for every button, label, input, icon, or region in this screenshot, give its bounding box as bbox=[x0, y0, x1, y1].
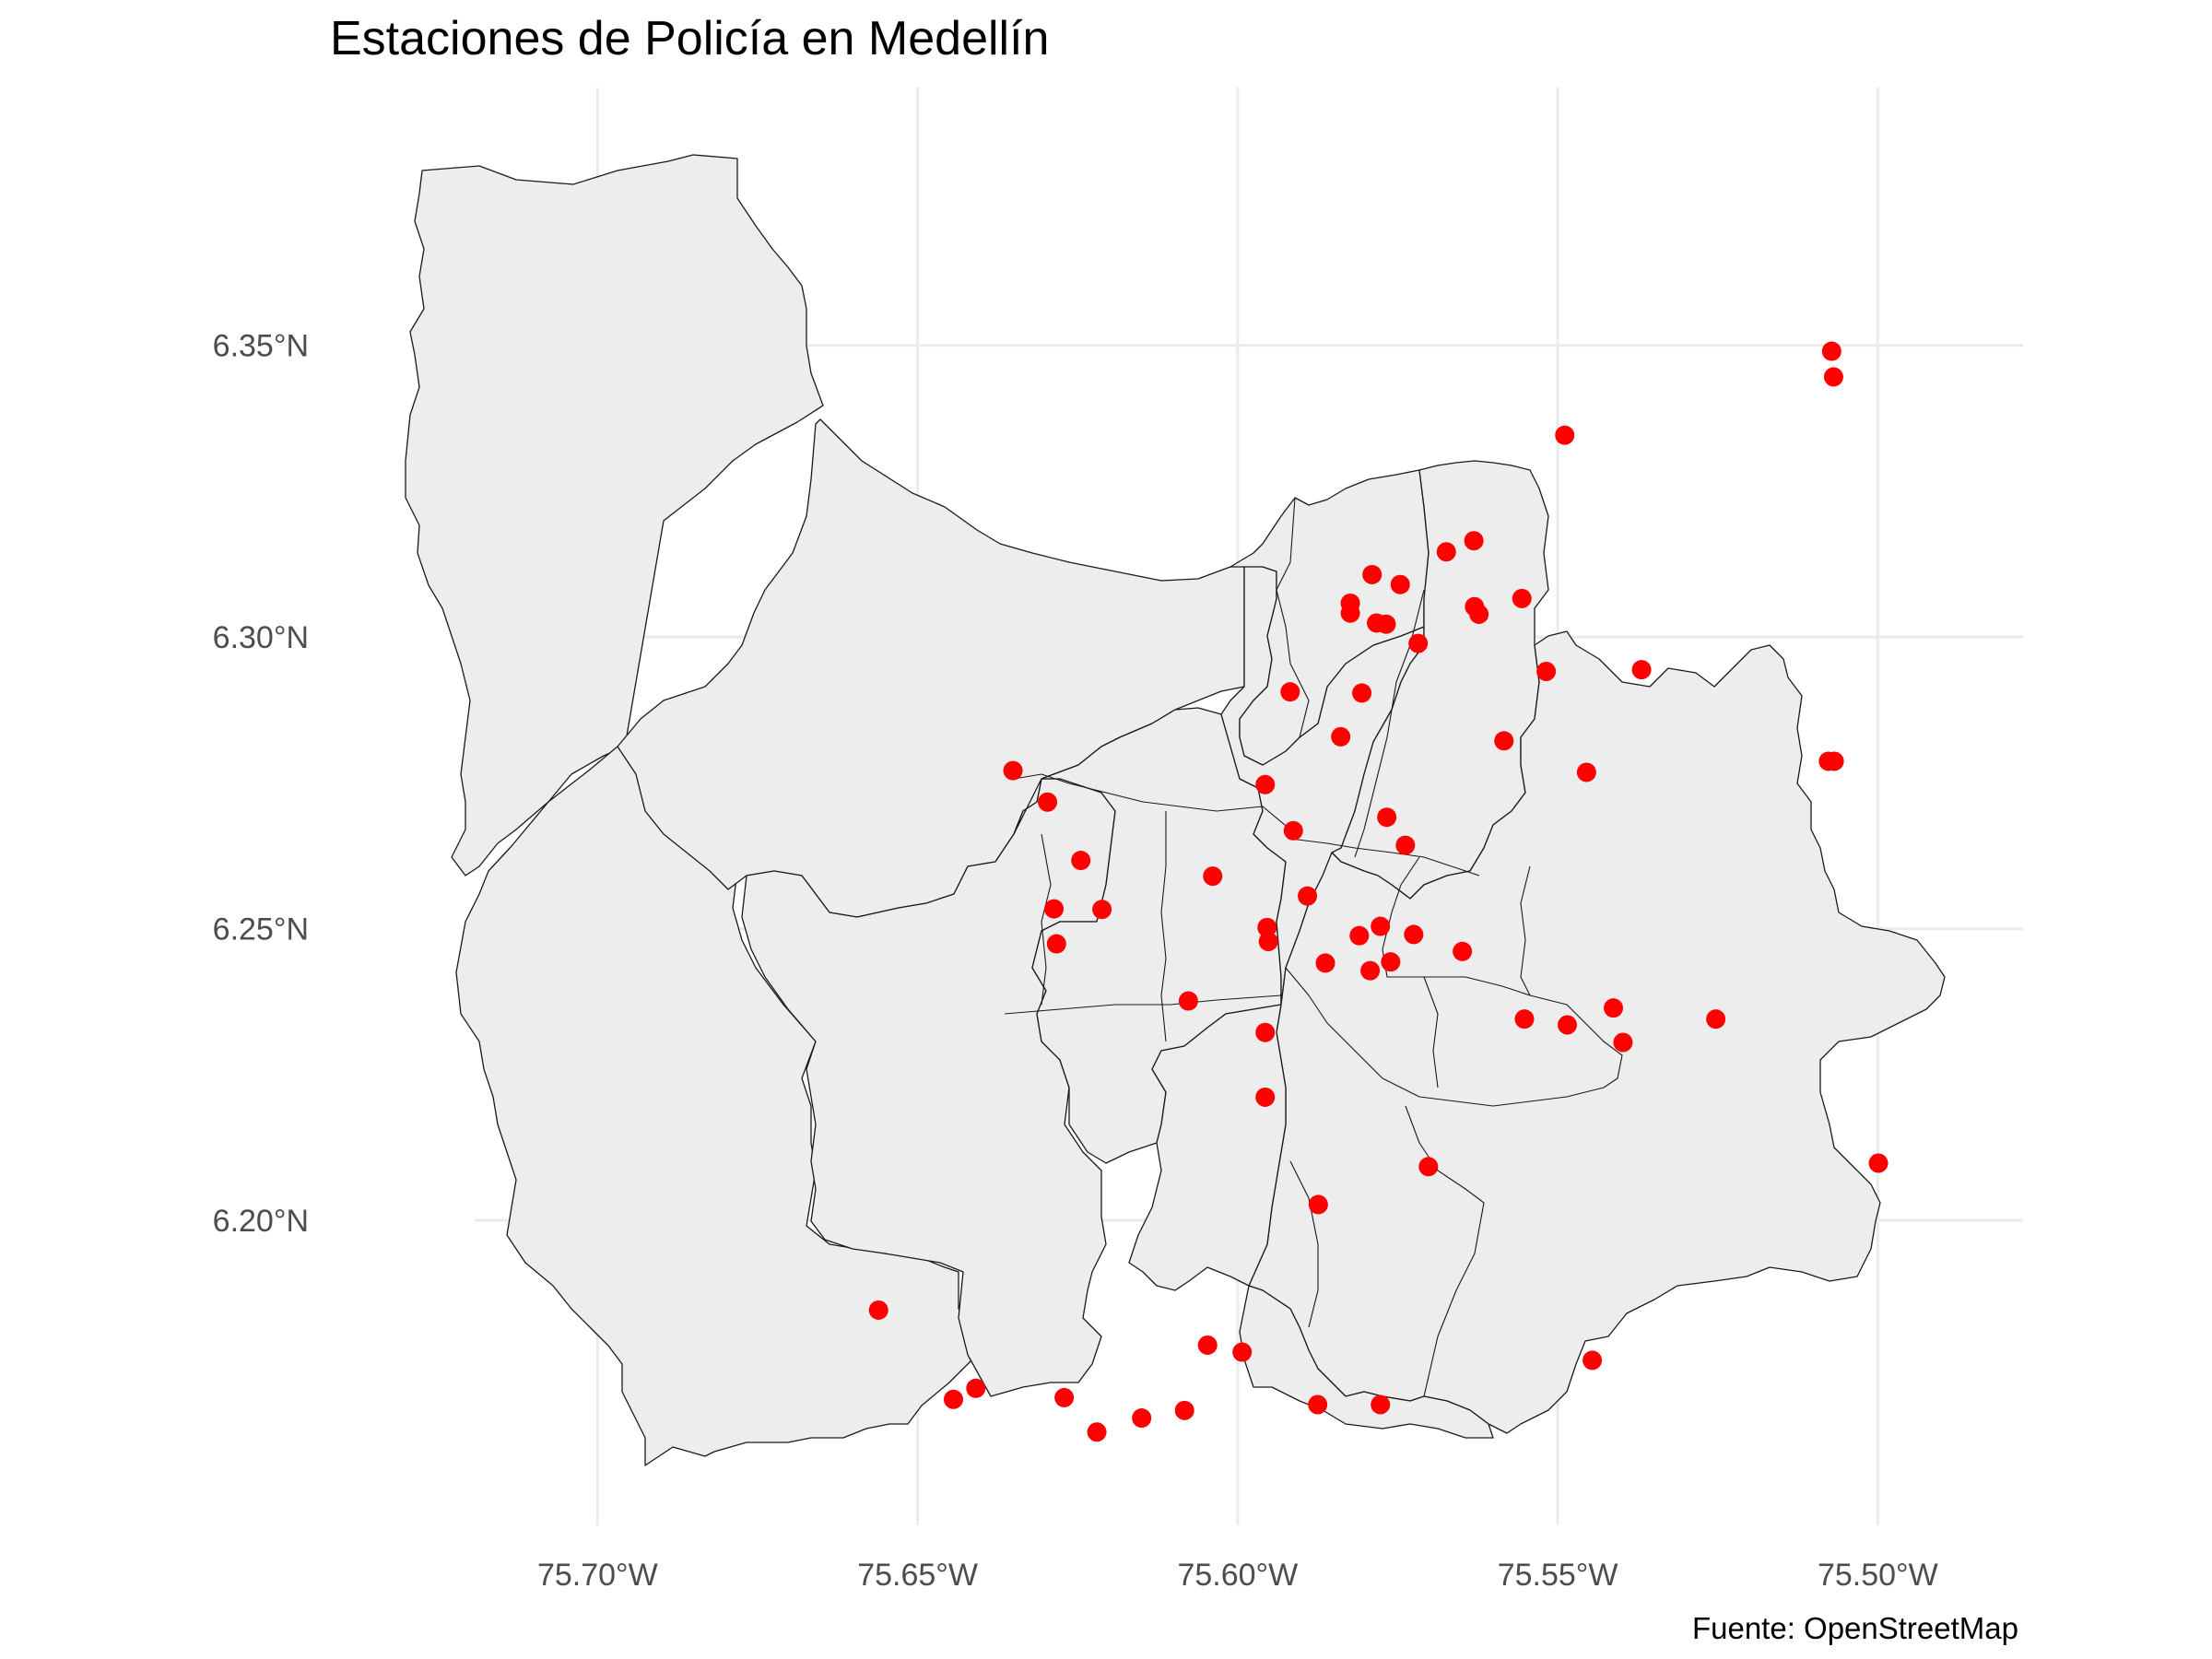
police-station-point bbox=[1604, 998, 1624, 1018]
police-station-point bbox=[868, 1300, 888, 1320]
police-station-point bbox=[1280, 682, 1300, 702]
police-station-point bbox=[1362, 564, 1382, 584]
police-station-point bbox=[1092, 900, 1112, 920]
police-station-point bbox=[1558, 1015, 1578, 1035]
comuna-boundary bbox=[1289, 1160, 1319, 1328]
police-station-point bbox=[966, 1378, 986, 1398]
police-station-point bbox=[1408, 633, 1429, 653]
police-station-point bbox=[1494, 731, 1514, 751]
police-station-point bbox=[1514, 1009, 1535, 1030]
x-axis-ticks: 75.70°W 75.65°W 75.60°W 75.55°W 75.50°W bbox=[537, 1558, 1938, 1593]
police-station-point bbox=[1631, 660, 1652, 680]
police-station-point bbox=[1395, 835, 1416, 855]
comuna-boundary bbox=[1004, 994, 1282, 1015]
police-station-point bbox=[1576, 762, 1596, 782]
x-tick-label: 75.70°W bbox=[537, 1558, 658, 1593]
police-station-point bbox=[1464, 531, 1484, 551]
x-tick-label: 75.55°W bbox=[1498, 1558, 1618, 1593]
police-station-point bbox=[1512, 588, 1532, 608]
police-station-point bbox=[1308, 1394, 1328, 1415]
district-south-east bbox=[1239, 1285, 1494, 1439]
police-station-point bbox=[1255, 774, 1276, 794]
police-station-point bbox=[1613, 1032, 1633, 1053]
police-station-point bbox=[1404, 924, 1424, 945]
police-station-point bbox=[1381, 952, 1401, 972]
district-south-central bbox=[1128, 1004, 1287, 1291]
police-station-point bbox=[1583, 1350, 1603, 1371]
police-station-point bbox=[1418, 1157, 1439, 1177]
police-station-point bbox=[1087, 1422, 1107, 1442]
police-station-point bbox=[1555, 425, 1575, 445]
police-station-point bbox=[1469, 604, 1489, 624]
police-station-point bbox=[1283, 820, 1303, 841]
y-tick-label: 6.20°N bbox=[213, 1204, 309, 1239]
police-station-point bbox=[1824, 751, 1844, 771]
police-station-point bbox=[1371, 916, 1391, 936]
y-axis-ticks: 6.35°N 6.30°N 6.25°N 6.20°N bbox=[213, 329, 309, 1239]
comuna-boundary bbox=[1276, 497, 1310, 738]
comuna-boundary bbox=[1041, 833, 1052, 1006]
police-station-point bbox=[1174, 1400, 1194, 1420]
y-tick-label: 6.30°N bbox=[213, 620, 309, 655]
police-station-point bbox=[1132, 1408, 1152, 1429]
comuna-boundary bbox=[1520, 865, 1531, 996]
map-caption: Fuente: OpenStreetMap bbox=[1691, 1611, 2018, 1645]
police-station-point bbox=[1257, 917, 1277, 937]
police-station-point bbox=[1331, 726, 1351, 747]
police-station-point bbox=[943, 1389, 963, 1409]
police-station-point bbox=[1203, 866, 1223, 887]
police-station-point bbox=[1536, 661, 1557, 681]
police-station-point bbox=[1352, 683, 1372, 703]
police-station-point bbox=[1349, 925, 1370, 946]
police-station-point bbox=[1298, 886, 1318, 906]
police-station-point bbox=[1436, 542, 1456, 562]
x-tick-label: 75.50°W bbox=[1818, 1558, 1938, 1593]
comuna-boundary bbox=[1160, 811, 1167, 1042]
police-station-point bbox=[1178, 991, 1198, 1011]
police-station-point bbox=[1197, 1335, 1218, 1355]
police-station-point bbox=[1071, 851, 1091, 871]
district-east bbox=[1248, 630, 1946, 1434]
police-station-point bbox=[1376, 614, 1396, 634]
district-northwest bbox=[405, 154, 824, 877]
police-station-point bbox=[1255, 1087, 1276, 1107]
comuna-boundary bbox=[1423, 976, 1439, 1088]
x-tick-label: 75.60°W bbox=[1177, 1558, 1298, 1593]
comuna-boundary bbox=[1013, 773, 1291, 830]
police-station-point bbox=[1038, 792, 1058, 812]
y-tick-label: 6.35°N bbox=[213, 329, 309, 364]
police-station-point bbox=[1054, 1387, 1075, 1407]
map-title: Estaciones de Policía en Medellín bbox=[330, 12, 1050, 65]
y-tick-label: 6.25°N bbox=[213, 912, 309, 947]
police-station-point bbox=[1390, 574, 1410, 594]
police-station-point bbox=[1340, 603, 1360, 623]
district-polygons bbox=[405, 154, 1946, 1466]
comuna-boundary bbox=[1289, 838, 1480, 877]
police-station-point bbox=[1044, 899, 1065, 919]
police-station-point bbox=[1232, 1342, 1253, 1362]
police-station-point bbox=[1255, 1022, 1276, 1042]
comuna-boundary bbox=[1405, 1105, 1485, 1397]
police-station-point bbox=[1003, 760, 1023, 781]
x-tick-label: 75.65°W bbox=[857, 1558, 978, 1593]
police-station-point bbox=[1371, 1394, 1391, 1415]
police-station-point bbox=[1258, 932, 1278, 952]
police-station-point bbox=[1315, 953, 1335, 973]
police-station-point bbox=[1360, 960, 1381, 981]
police-station-point bbox=[1377, 807, 1397, 828]
police-station-point bbox=[1453, 941, 1473, 961]
police-station-point bbox=[1046, 934, 1066, 954]
police-station-point bbox=[1706, 1009, 1726, 1030]
police-station-point bbox=[1823, 367, 1843, 387]
police-station-point bbox=[1308, 1194, 1328, 1215]
district-north-east bbox=[1230, 469, 1430, 766]
comuna-boundary bbox=[1285, 967, 1605, 1107]
police-station-point bbox=[1868, 1153, 1888, 1173]
police-station-point bbox=[1821, 341, 1841, 361]
station-points bbox=[868, 341, 1888, 1442]
